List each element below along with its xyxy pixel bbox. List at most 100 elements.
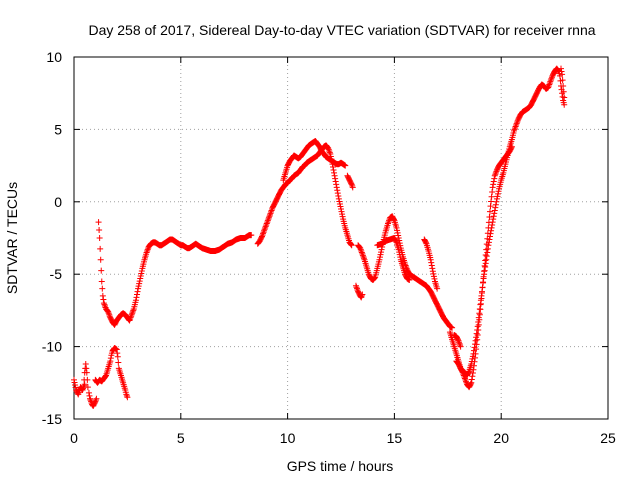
data-point (511, 127, 518, 134)
data-point (260, 230, 267, 237)
data-point (479, 284, 486, 291)
data-point (95, 219, 102, 226)
data-point (481, 271, 488, 278)
data-point (263, 221, 270, 228)
data-point (98, 278, 105, 285)
data-point (347, 240, 354, 247)
data-point (486, 233, 493, 240)
data-point (512, 124, 519, 131)
data-point (337, 203, 344, 210)
data-point (132, 297, 139, 304)
data-point (546, 80, 553, 87)
data-point (93, 395, 100, 402)
data-point (106, 313, 113, 320)
data-point (513, 122, 520, 129)
data-point (561, 101, 568, 108)
data-point (491, 207, 498, 214)
data-point (360, 253, 367, 260)
data-point (489, 189, 496, 196)
data-point (548, 75, 555, 82)
data-point (144, 248, 151, 255)
data-point (134, 291, 141, 298)
data-point (358, 294, 365, 301)
data-point (137, 273, 144, 280)
data-point (468, 379, 475, 386)
data-point (348, 241, 355, 248)
data-point (470, 350, 477, 357)
data-point (434, 285, 441, 292)
data-point (474, 326, 481, 333)
data-point (486, 208, 493, 215)
data-point (269, 206, 276, 213)
data-point (127, 316, 134, 323)
data-point (348, 242, 355, 249)
data-point (336, 198, 343, 205)
data-point (482, 260, 489, 267)
data-point (129, 310, 136, 317)
data-point (339, 213, 346, 220)
data-point (266, 213, 273, 220)
data-point (473, 330, 480, 337)
data-point (489, 184, 496, 191)
data-point (484, 249, 491, 256)
x-tick-label: 5 (177, 430, 185, 446)
data-point (488, 227, 495, 234)
data-point (335, 193, 342, 200)
data-point (263, 220, 270, 227)
x-tick-label: 25 (600, 430, 616, 446)
data-point (101, 374, 108, 381)
data-point (127, 314, 134, 321)
data-point (474, 323, 481, 330)
data-point (135, 283, 142, 290)
data-point (390, 216, 397, 223)
data-point (559, 71, 566, 78)
data-point (107, 358, 114, 365)
data-point (428, 259, 435, 266)
data-point (259, 232, 266, 239)
data-point (83, 369, 90, 376)
data-point (336, 200, 343, 207)
data-point (262, 223, 269, 230)
data-point (457, 343, 464, 350)
plot-frame (73, 56, 609, 420)
data-point (469, 373, 476, 380)
data-point (511, 126, 518, 133)
data-point (490, 213, 497, 220)
data-point (377, 251, 384, 258)
data-point (560, 88, 567, 95)
data-point (105, 310, 112, 317)
data-point (429, 268, 436, 275)
data-point (105, 308, 112, 315)
data-point (357, 246, 364, 253)
data-point (546, 81, 553, 88)
data-point (71, 376, 77, 383)
data-point (264, 219, 271, 226)
data-point (393, 224, 400, 231)
data-point (260, 229, 267, 236)
data-point (559, 77, 566, 84)
data-point (98, 267, 105, 274)
data-point (514, 117, 521, 124)
data-point (469, 353, 476, 360)
data-point (493, 198, 500, 205)
data-point (406, 276, 413, 283)
data-point (135, 285, 142, 292)
data-point (258, 233, 265, 240)
data-point (115, 359, 122, 366)
data-point (470, 347, 477, 354)
data-point (478, 288, 485, 295)
data-point (396, 251, 403, 258)
data-point (100, 300, 107, 307)
data-point (326, 148, 333, 155)
data-point (265, 214, 272, 221)
data-point (96, 235, 103, 241)
data-point (422, 239, 429, 246)
y-tick-label: 10 (46, 49, 62, 65)
y-tick-label: -15 (42, 411, 62, 427)
data-point (359, 250, 366, 257)
data-point (81, 381, 88, 388)
data-point (514, 119, 521, 126)
data-point (483, 253, 490, 260)
data-point (376, 254, 383, 261)
